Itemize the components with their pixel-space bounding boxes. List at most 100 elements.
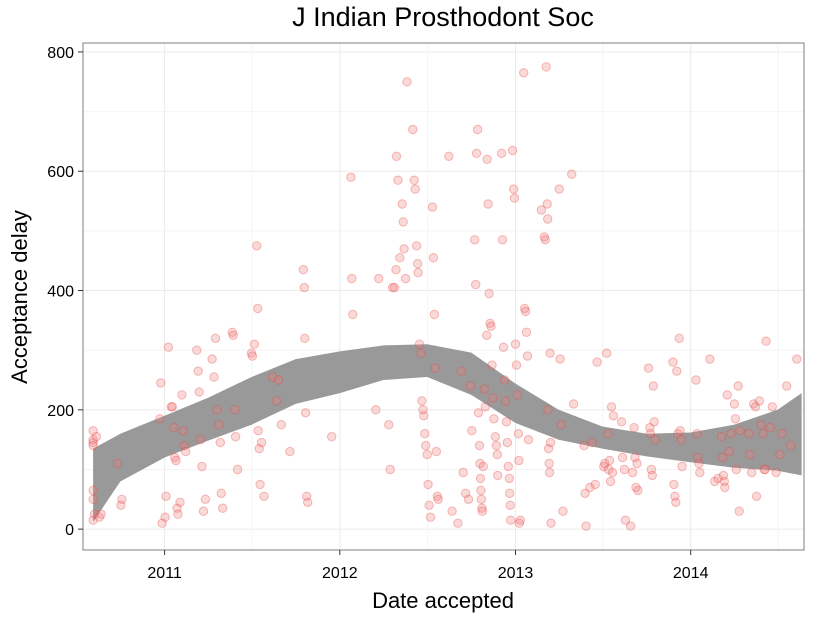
data-point (88, 494, 98, 504)
data-point (488, 393, 498, 403)
data-point (397, 199, 407, 209)
data-point (384, 420, 394, 430)
data-point (200, 494, 211, 504)
data-point (759, 464, 769, 475)
data-point (643, 363, 654, 373)
data-point (193, 366, 203, 376)
data-point (416, 348, 426, 358)
data-point (717, 452, 728, 463)
data-point (117, 494, 127, 504)
data-point (230, 405, 240, 415)
y-tick-label: 600 (47, 164, 74, 181)
y-tick-label: 200 (47, 403, 74, 420)
data-point (722, 390, 732, 400)
data-point (96, 509, 106, 519)
data-point (393, 175, 403, 185)
data-point (506, 515, 516, 525)
data-point (172, 503, 182, 513)
data-point (447, 506, 457, 516)
data-point (88, 435, 98, 445)
data-point (167, 402, 178, 412)
data-point (391, 151, 402, 162)
data-point (299, 282, 309, 293)
data-point (691, 375, 701, 385)
data-point (486, 321, 496, 331)
data-point (418, 405, 428, 415)
data-point (672, 366, 682, 376)
data-point (540, 235, 550, 245)
data-point (478, 461, 488, 472)
data-point (475, 473, 486, 484)
data-point (179, 440, 190, 451)
data-point (253, 426, 263, 436)
data-point (197, 461, 207, 472)
smooth-confidence-band (93, 344, 802, 522)
data-point (273, 375, 284, 385)
data-point (465, 381, 476, 391)
data-point (88, 426, 98, 436)
data-point (585, 482, 595, 493)
data-point (430, 363, 440, 373)
data-point (734, 506, 744, 516)
data-point (648, 381, 658, 391)
data-point (627, 467, 638, 478)
data-point (409, 175, 419, 185)
data-point (605, 476, 616, 487)
data-point (633, 485, 643, 496)
data-point (490, 432, 500, 442)
data-point (327, 432, 337, 442)
data-point (156, 378, 166, 388)
data-point (694, 458, 704, 469)
data-point (467, 426, 477, 436)
data-point (285, 446, 295, 457)
data-point (302, 491, 312, 501)
data-point (432, 491, 442, 501)
data-point (192, 345, 202, 355)
data-point (765, 423, 776, 433)
data-point (195, 435, 206, 445)
data-point (501, 417, 512, 427)
data-point (88, 437, 98, 448)
data-point (171, 455, 181, 466)
data-point (726, 429, 736, 439)
data-point (523, 435, 534, 445)
data-point (616, 417, 627, 427)
data-point (632, 458, 642, 469)
data-point (744, 429, 754, 439)
data-point (514, 518, 524, 528)
data-point (505, 488, 515, 498)
data-point (347, 273, 357, 284)
data-point (429, 309, 440, 320)
data-point (301, 408, 311, 418)
data-point (519, 68, 529, 78)
y-axis-title: Acceptance delay (7, 210, 32, 384)
data-point (194, 387, 204, 397)
data-point (433, 494, 443, 504)
data-point (412, 259, 423, 269)
data-point (695, 467, 705, 478)
data-point (539, 232, 549, 242)
data-point (492, 449, 502, 460)
data-point (253, 303, 263, 314)
data-point (417, 396, 427, 406)
data-point (496, 148, 507, 159)
data-point (169, 423, 179, 433)
data-point (414, 339, 425, 349)
data-point (391, 265, 401, 275)
data-point (777, 429, 787, 439)
data-point (521, 327, 532, 337)
data-point (568, 399, 579, 409)
data-point (543, 214, 553, 224)
data-point (207, 354, 217, 364)
data-point (718, 470, 729, 481)
data-point (303, 497, 313, 507)
data-point (198, 506, 209, 516)
data-point (720, 482, 730, 493)
data-point (515, 515, 525, 525)
data-point (259, 491, 269, 501)
data-point (425, 512, 436, 522)
data-point (374, 273, 384, 284)
data-point (705, 354, 715, 364)
data-point (476, 485, 486, 496)
